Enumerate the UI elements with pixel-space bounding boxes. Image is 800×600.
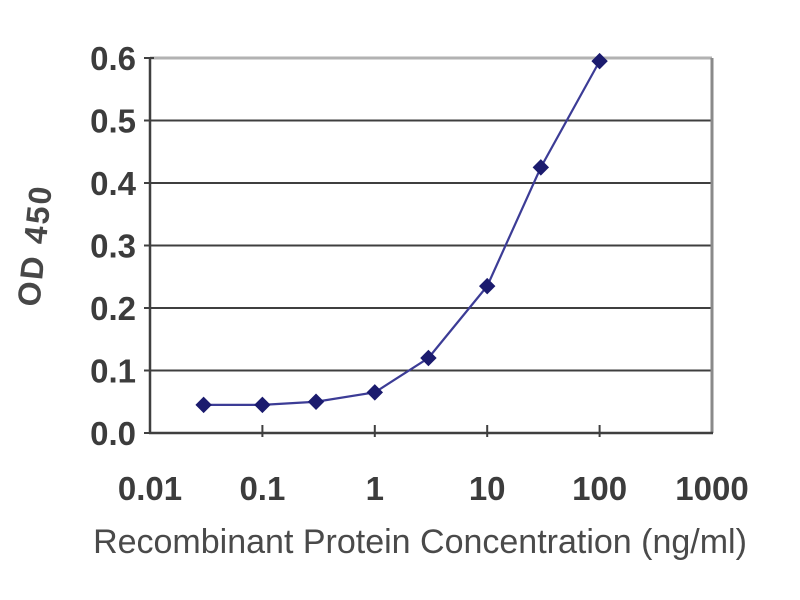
data-point bbox=[254, 396, 271, 414]
x-tick-label: 10 bbox=[469, 470, 506, 507]
y-tick-label: 0.4 bbox=[90, 165, 137, 202]
data-point bbox=[366, 384, 384, 401]
y-axis-title-text: OD 450 bbox=[10, 182, 59, 309]
x-tick-label: 1000 bbox=[675, 470, 748, 507]
data-point bbox=[591, 52, 608, 70]
x-tick-label: 100 bbox=[572, 470, 627, 507]
x-axis-title: Recombinant Protein Concentration (ng/ml… bbox=[93, 523, 747, 561]
x-tick-label: 1 bbox=[366, 470, 384, 507]
y-tick-label: 0.5 bbox=[90, 103, 136, 140]
x-tick-label: 0.1 bbox=[239, 470, 285, 507]
series-line bbox=[203, 60, 601, 406]
y-tick-label: 0.6 bbox=[90, 40, 136, 77]
data-point bbox=[532, 159, 550, 176]
data-point bbox=[478, 277, 496, 295]
y-tick-label: 0.2 bbox=[90, 290, 136, 327]
y-tick-label: 0.3 bbox=[90, 228, 136, 265]
y-axis-title: OD 450 bbox=[2, 58, 68, 433]
y-tick-label: 0.1 bbox=[90, 353, 136, 390]
data-point bbox=[195, 396, 212, 414]
y-tick-label: 0.0 bbox=[90, 415, 136, 452]
data-point bbox=[420, 349, 437, 367]
data-point bbox=[307, 393, 325, 410]
x-tick-label: 0.01 bbox=[118, 470, 182, 507]
